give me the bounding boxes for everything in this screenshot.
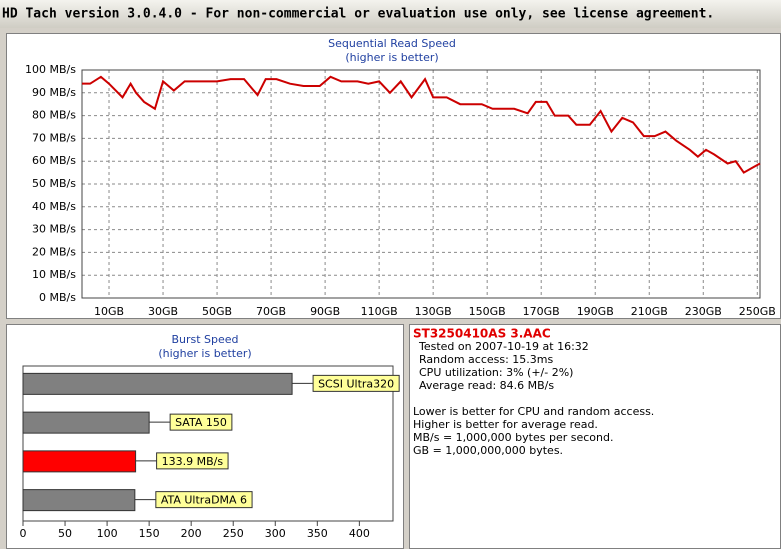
speed-chart: Sequential Read Speed(higher is better) 0… [25,37,776,318]
y-tick-label: 10 MB/s [32,268,76,281]
y-tick-label: 90 MB/s [32,86,76,99]
x-tick-label: 130GB [415,305,452,318]
x-tick-label: 0 [20,527,27,540]
y-tick-label: 70 MB/s [32,131,76,144]
bar-label: SATA 150 [175,416,227,429]
label-box [156,452,229,470]
x-tick-label: 400 [349,527,370,540]
label-box [155,491,253,509]
x-tick-label: 150 [139,527,160,540]
chart-subtitle: (higher is better) [345,51,438,64]
stat-line: Tested on 2007-10-19 at 16:32 [418,340,589,353]
chart-title: Burst Speed [171,333,238,346]
x-tick-label: 50GB [202,305,232,318]
x-tick-label: 10GB [94,305,124,318]
note-line: Higher is better for average read. [413,418,598,431]
x-tick-label: 350 [307,527,328,540]
title-bar [0,0,781,28]
window-title: HD Tach version 3.0.4.0 - For non-commer… [2,7,714,22]
x-tick-label: 230GB [685,305,722,318]
bar-label: 133.9 MB/s [162,455,224,468]
y-tick-label: 40 MB/s [32,200,76,213]
x-tick-label: 170GB [523,305,560,318]
info-panel [409,324,781,549]
bar [22,450,137,473]
x-tick-label: 210GB [631,305,668,318]
label-box [312,374,400,392]
x-tick-label: 190GB [577,305,614,318]
bar [22,489,136,512]
x-tick-label: 30GB [148,305,178,318]
note-line: Lower is better for CPU and random acces… [413,405,654,418]
y-tick-label: 0 MB/s [39,291,76,304]
burst-panel [6,324,404,549]
note-line: MB/s = 1,000,000 bytes per second. [413,431,613,444]
bar-label: SCSI Ultra320 [318,377,394,390]
label-box [169,413,233,431]
x-tick-label: 150GB [469,305,506,318]
y-tick-label: 80 MB/s [32,109,76,122]
stat-line: Average read: 84.6 MB/s [419,379,554,392]
chart-title: Sequential Read Speed [328,37,456,50]
y-tick-label: 30 MB/s [32,223,76,236]
bar [22,411,150,434]
x-tick-label: 110GB [361,305,398,318]
drive-name: ST3250410AS 3.AAC [413,327,551,341]
stat-line: CPU utilization: 3% (+/- 2%) [419,366,573,379]
y-tick-label: 60 MB/s [32,154,76,167]
x-tick-label: 200 [181,527,202,540]
x-tick-label: 250 [223,527,244,540]
x-tick-label: 300 [265,527,286,540]
burst-chart: Burst Speed(higher is better) 0 50 100 150 20… [20,333,400,540]
y-tick-label: 100 MB/s [25,63,76,76]
plot-frame [22,365,394,522]
x-tick-label: 70GB [256,305,286,318]
stat-line: Random access: 15.3ms [419,353,554,366]
x-tick-label: 250GB [739,305,776,318]
speed-line [82,75,761,174]
y-tick-label: 20 MB/s [32,245,76,258]
speed-panel [6,33,781,319]
note-line: GB = 1,000,000,000 bytes. [413,444,563,457]
y-tick-label: 50 MB/s [32,177,76,190]
plot-frame [81,69,761,299]
bar [22,372,293,395]
chart-subtitle: (higher is better) [158,347,251,360]
bar-label: ATA UltraDMA 6 [161,494,247,507]
x-tick-label: 90GB [310,305,340,318]
x-tick-label: 50 [58,527,72,540]
x-tick-label: 100 [97,527,118,540]
